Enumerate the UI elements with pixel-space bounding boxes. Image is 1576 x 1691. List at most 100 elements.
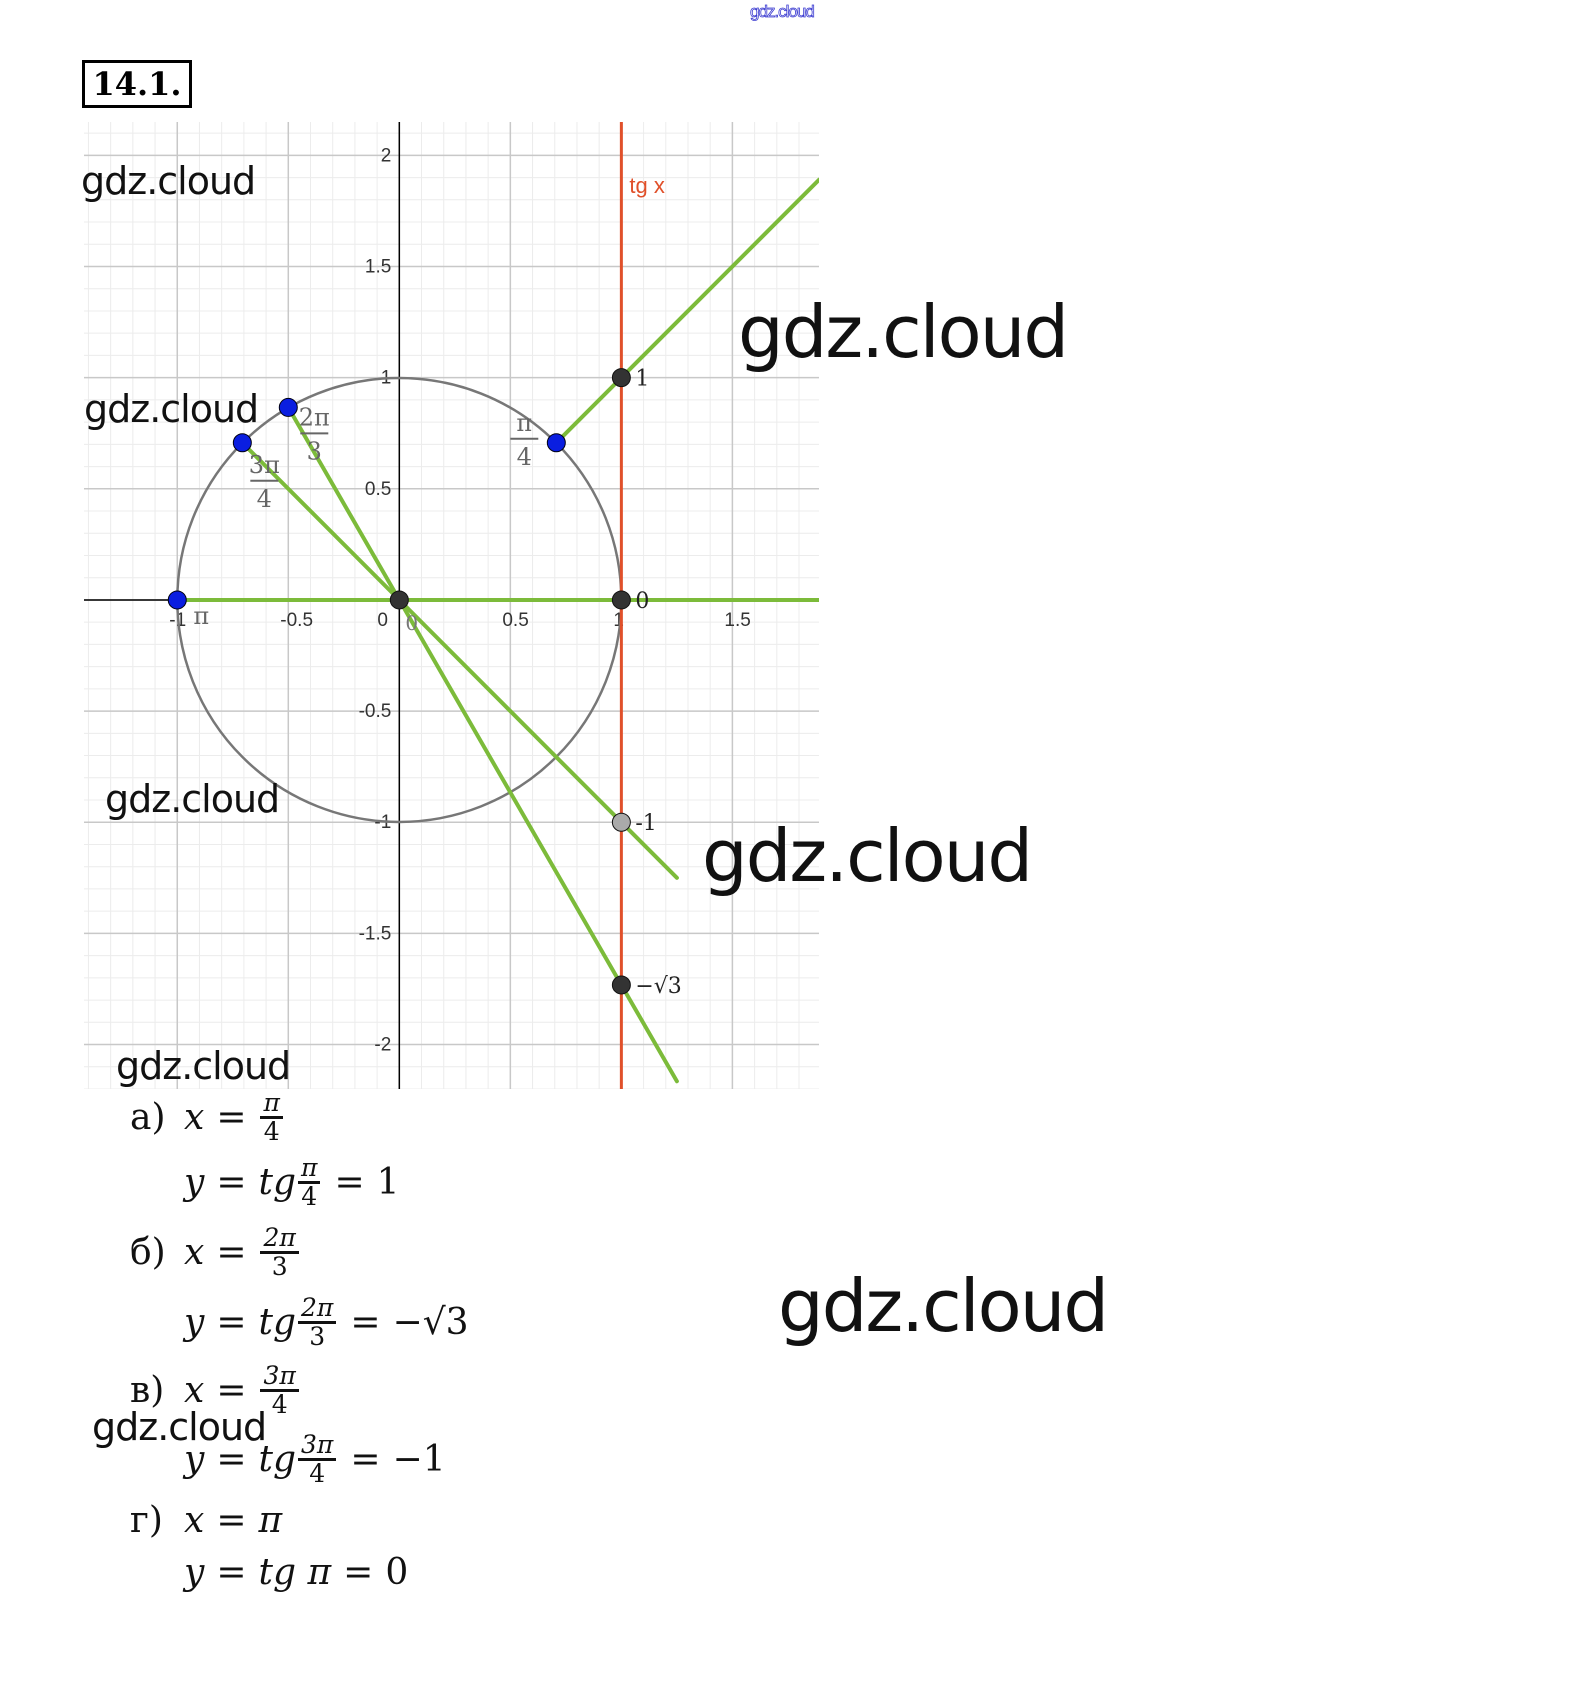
y-tick-label: -1: [374, 812, 391, 833]
solution-b-x: б) x = 2π 3: [130, 1224, 301, 1282]
fraction: 2π 3: [260, 1224, 299, 1282]
y-tick-label: -2: [374, 1035, 391, 1056]
watermark: gdz.cloud: [116, 1044, 291, 1088]
result: 0: [385, 1552, 409, 1593]
equals: =: [216, 1232, 247, 1274]
equals: =: [350, 1439, 381, 1481]
denominator: 4: [271, 1390, 288, 1420]
y-tick-label: 0.5: [365, 479, 391, 500]
numerator: 2π: [298, 1294, 337, 1325]
unit-circle-plot: -1 -0.5 0 0.5 1 1.521.510.5-0.5-1-1.5-2tg x10…: [84, 122, 819, 1089]
var-x: x: [184, 1500, 205, 1541]
watermark-top: gdz.cloud: [750, 2, 816, 22]
solution-d-y: y = tg π = 0: [184, 1552, 408, 1593]
tangent-point-label: -1: [635, 811, 656, 836]
result: −√3: [392, 1302, 469, 1344]
tangent-point: [611, 590, 631, 610]
angle-point: [232, 433, 252, 453]
equals: =: [216, 1302, 247, 1344]
numerator: π: [298, 1154, 321, 1185]
y-tick-label: -0.5: [359, 701, 392, 722]
var-y: y: [184, 1439, 205, 1481]
angle-label-numerator: π: [516, 409, 532, 437]
tangent-point-label: 1: [635, 367, 649, 392]
ray-line: [286, 405, 679, 1084]
solution-c-x: в) x = 3π 4: [130, 1362, 301, 1420]
fraction: 3π 4: [260, 1362, 299, 1420]
y-tick-label: 1.5: [365, 256, 391, 277]
result: −1: [392, 1439, 446, 1481]
x-tick-label: -0.5: [280, 610, 313, 631]
tangent-point: [611, 812, 631, 832]
var-y: y: [184, 1552, 205, 1593]
item-label: г): [130, 1500, 163, 1541]
tangent-point: [611, 975, 631, 995]
denominator: 3: [271, 1252, 288, 1282]
watermark: gdz.cloud: [81, 159, 256, 203]
denominator: 4: [301, 1182, 318, 1212]
watermark: gdz.cloud: [778, 1264, 1109, 1348]
item-label: а): [130, 1097, 166, 1139]
solution-c-y: y = tg 3π 4 = −1: [184, 1431, 446, 1489]
tangent-line-label: tg x: [629, 173, 664, 198]
numerator: 3π: [298, 1431, 337, 1462]
watermark: gdz.cloud: [702, 814, 1033, 898]
equals: =: [216, 1097, 247, 1139]
numerator: 2π: [260, 1224, 299, 1255]
x-tick-label: 0: [377, 610, 388, 631]
watermark: gdz.cloud: [84, 387, 259, 431]
var-x: x: [184, 1097, 205, 1139]
angle-label-denominator: 3: [307, 437, 322, 465]
equals: =: [216, 1162, 247, 1204]
function: tg: [258, 1552, 297, 1593]
equals: =: [350, 1302, 381, 1344]
fraction: 2π 3: [298, 1294, 337, 1352]
ray-line: [554, 177, 819, 445]
origin-point-label: 0: [405, 611, 418, 635]
angle-label-numerator: 3π: [249, 451, 280, 479]
function: tg: [258, 1439, 297, 1481]
numerator: 3π: [260, 1362, 299, 1393]
angle-point: [167, 590, 187, 610]
watermark: gdz.cloud: [92, 1405, 267, 1449]
x-tick-label: 0.5: [502, 610, 528, 631]
equals: =: [334, 1162, 365, 1204]
task-number: 14.1.: [82, 60, 192, 108]
angle-point: [546, 433, 566, 453]
var-x: x: [184, 1232, 205, 1274]
result: 1: [376, 1162, 400, 1204]
x-tick-label: 1.5: [724, 610, 750, 631]
angle-point: [278, 397, 298, 417]
equals: =: [216, 1439, 247, 1481]
y-tick-label: 2: [381, 145, 392, 166]
function: tg: [258, 1302, 297, 1344]
denominator: 3: [309, 1322, 326, 1352]
y-tick-label: -1.5: [359, 923, 392, 944]
x-tick-label: 1: [613, 610, 624, 631]
angle-label-numerator: π: [193, 602, 209, 630]
tangent-point-label: −√3: [635, 974, 681, 999]
var-y: y: [184, 1162, 205, 1204]
watermark: gdz.cloud: [105, 777, 280, 821]
equals: =: [343, 1552, 374, 1593]
solution-d-x: г) x = π: [130, 1500, 282, 1541]
item-label: б): [130, 1232, 166, 1274]
origin-point: [389, 590, 409, 610]
function: tg: [258, 1162, 297, 1204]
numerator: π: [260, 1089, 283, 1120]
value: π: [307, 1552, 332, 1593]
equals: =: [216, 1500, 247, 1541]
item-label: в): [130, 1370, 165, 1412]
var-y: y: [184, 1302, 205, 1344]
equals: =: [216, 1370, 247, 1412]
solution-b-y: y = tg 2π 3 = −√3: [184, 1294, 469, 1352]
tangent-point-label: 0: [635, 589, 649, 614]
equals: =: [216, 1552, 247, 1593]
value: π: [258, 1500, 283, 1541]
denominator: 4: [309, 1459, 326, 1489]
